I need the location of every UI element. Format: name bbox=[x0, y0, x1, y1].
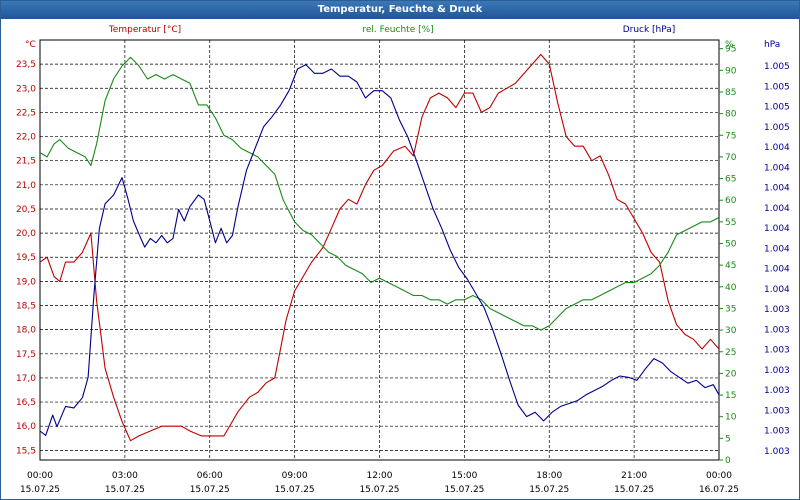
humidity-tick-label: 85 bbox=[725, 88, 736, 98]
pressure-tick-label: 1.004 bbox=[764, 143, 790, 153]
x-tick-date-label: 15.07.25 bbox=[529, 485, 569, 495]
humidity-unit-label: % bbox=[725, 40, 734, 50]
humidity-tick-label: 55 bbox=[725, 218, 736, 228]
temperature-tick-label: 16,5 bbox=[16, 398, 36, 408]
x-tick-time-label: 18:00 bbox=[536, 471, 562, 481]
temperature-axis-title: Temperatur [°C] bbox=[108, 25, 181, 35]
temperature-unit-label: °C bbox=[25, 40, 36, 50]
humidity-tick-label: 0 bbox=[725, 456, 731, 466]
pressure-tick-label: 1.003 bbox=[764, 386, 790, 396]
x-tick-time-label: 15:00 bbox=[451, 471, 477, 481]
temperature-tick-label: 21,0 bbox=[16, 181, 36, 191]
pressure-tick-label: 1.005 bbox=[764, 82, 790, 92]
humidity-tick-label: 60 bbox=[725, 196, 737, 206]
x-tick-time-label: 00:00 bbox=[27, 471, 53, 481]
pressure-tick-label: 1.005 bbox=[764, 123, 790, 133]
pressure-tick-label: 1.003 bbox=[764, 406, 790, 416]
humidity-axis-title: rel. Feuchte [%] bbox=[362, 25, 433, 35]
pressure-tick-label: 1.004 bbox=[764, 184, 790, 194]
temperature-tick-label: 17,5 bbox=[16, 350, 36, 360]
pressure-tick-label: 1.004 bbox=[764, 265, 790, 275]
series-line-pressure bbox=[39, 64, 720, 436]
pressure-tick-label: 1.003 bbox=[764, 346, 790, 356]
chart-title: Temperatur, Feuchte & Druck bbox=[1, 1, 799, 19]
temperature-tick-label: 22,0 bbox=[16, 133, 36, 143]
humidity-tick-label: 10 bbox=[725, 413, 737, 423]
temperature-tick-label: 19,5 bbox=[16, 253, 36, 263]
x-tick-time-label: 12:00 bbox=[367, 471, 393, 481]
pressure-tick-label: 1.004 bbox=[764, 285, 790, 295]
humidity-tick-label: 90 bbox=[725, 66, 737, 76]
temperature-tick-label: 15,5 bbox=[16, 446, 36, 456]
temperature-tick-label: 20,0 bbox=[16, 229, 36, 239]
pressure-tick-label: 1.003 bbox=[764, 366, 790, 376]
humidity-tick-label: 80 bbox=[725, 110, 737, 120]
x-tick-date-label: 15.07.25 bbox=[20, 485, 60, 495]
temperature-tick-label: 18,0 bbox=[16, 326, 36, 336]
pressure-unit-label: hPa bbox=[764, 40, 780, 50]
x-tick-date-label: 16.07.25 bbox=[699, 485, 739, 495]
humidity-tick-label: 50 bbox=[725, 240, 737, 250]
x-tick-time-label: 06:00 bbox=[197, 471, 223, 481]
temperature-tick-label: 23,0 bbox=[16, 84, 36, 94]
x-tick-date-label: 15.07.25 bbox=[105, 485, 145, 495]
temperature-tick-label: 20,5 bbox=[16, 205, 36, 215]
pressure-tick-label: 1.003 bbox=[764, 447, 790, 457]
humidity-tick-label: 35 bbox=[725, 304, 736, 314]
pressure-tick-label: 1.005 bbox=[764, 103, 790, 113]
pressure-tick-label: 1.005 bbox=[764, 62, 790, 72]
x-tick-time-label: 21:00 bbox=[621, 471, 647, 481]
x-tick-date-label: 15.07.25 bbox=[444, 485, 484, 495]
pressure-tick-label: 1.003 bbox=[764, 305, 790, 315]
humidity-tick-label: 45 bbox=[725, 261, 736, 271]
pressure-tick-label: 1.004 bbox=[764, 163, 790, 173]
pressure-axis-title: Druck [hPa] bbox=[623, 25, 676, 35]
x-tick-date-label: 15.07.25 bbox=[614, 485, 654, 495]
x-tick-time-label: 09:00 bbox=[282, 471, 308, 481]
temperature-tick-label: 16,0 bbox=[16, 422, 36, 432]
temperature-tick-label: 17,0 bbox=[16, 374, 36, 384]
temperature-tick-label: 21,5 bbox=[16, 157, 36, 167]
pressure-tick-label: 1.003 bbox=[764, 325, 790, 335]
pressure-tick-label: 1.003 bbox=[764, 427, 790, 437]
x-tick-date-label: 15.07.25 bbox=[359, 485, 399, 495]
humidity-tick-label: 5 bbox=[725, 434, 731, 444]
humidity-tick-label: 65 bbox=[725, 175, 736, 185]
x-tick-time-label: 00:00 bbox=[706, 471, 732, 481]
pressure-tick-label: 1.004 bbox=[764, 224, 790, 234]
x-tick-date-label: 15.07.25 bbox=[275, 485, 315, 495]
humidity-tick-label: 75 bbox=[725, 131, 736, 141]
humidity-tick-label: 20 bbox=[725, 369, 737, 379]
temperature-tick-label: 19,0 bbox=[16, 277, 36, 287]
humidity-tick-label: 40 bbox=[725, 283, 737, 293]
x-tick-time-label: 03:00 bbox=[112, 471, 138, 481]
temperature-tick-label: 22,5 bbox=[16, 108, 36, 118]
temperature-tick-label: 18,5 bbox=[16, 302, 36, 312]
temperature-tick-label: 23,5 bbox=[16, 60, 36, 70]
x-tick-date-label: 15.07.25 bbox=[190, 485, 230, 495]
humidity-tick-label: 70 bbox=[725, 153, 737, 163]
humidity-tick-label: 15 bbox=[725, 391, 736, 401]
pressure-tick-label: 1.004 bbox=[764, 244, 790, 254]
series-line-temperature bbox=[39, 53, 720, 442]
humidity-tick-label: 25 bbox=[725, 348, 736, 358]
series-line-humidity bbox=[39, 56, 720, 331]
pressure-tick-label: 1.004 bbox=[764, 204, 790, 214]
humidity-tick-label: 95 bbox=[725, 45, 736, 55]
humidity-tick-label: 30 bbox=[725, 326, 737, 336]
